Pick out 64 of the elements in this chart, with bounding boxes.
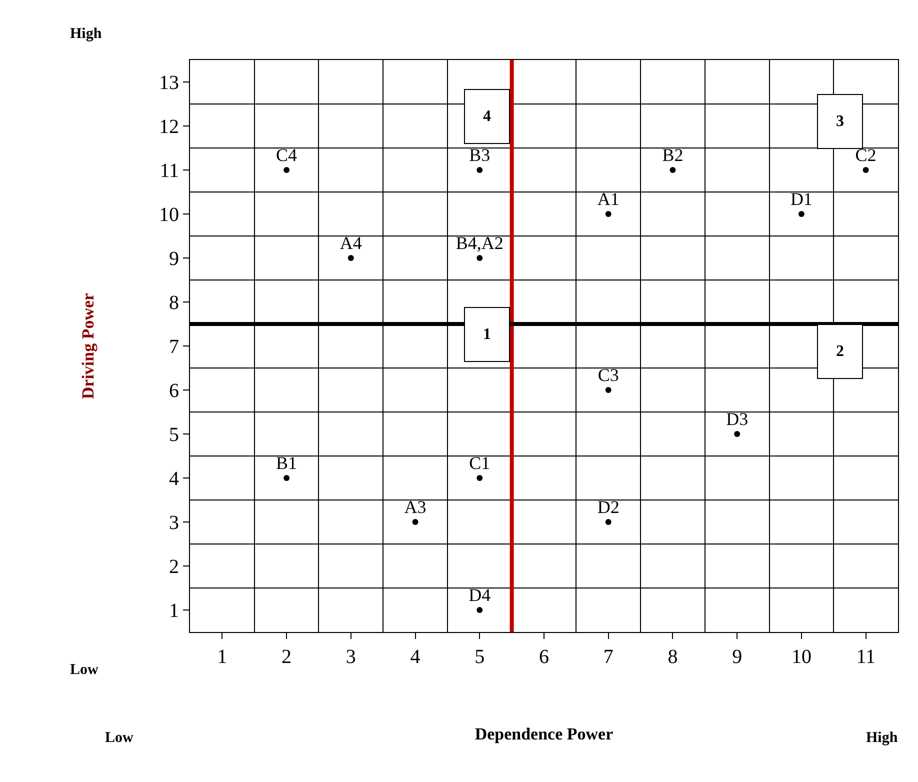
point — [670, 167, 676, 173]
data-label: C1 — [469, 452, 490, 473]
annotation: 3 — [836, 113, 844, 130]
x-tick-label: 2 — [282, 646, 292, 668]
data-label: D2 — [597, 496, 620, 517]
point — [605, 519, 612, 525]
text: High — [866, 730, 898, 746]
x-tick-label: 8 — [668, 646, 678, 668]
data-label: A4 — [340, 232, 362, 253]
x-tick-label: 1 — [217, 646, 228, 668]
x-tick-label: 4 — [410, 646, 420, 668]
point — [862, 167, 869, 173]
data-label: C3 — [598, 364, 619, 385]
y-tick-label: 1 — [169, 600, 179, 622]
point — [605, 387, 612, 393]
y-tick-label: 13 — [159, 72, 179, 94]
y-tick-label: 4 — [169, 468, 179, 490]
point — [798, 211, 804, 217]
data-label: B2 — [662, 144, 684, 165]
annotation: 2 — [836, 343, 844, 360]
data-label: D1 — [790, 188, 812, 209]
y-tick-label: 9 — [169, 248, 179, 270]
y-tick-label: 6 — [169, 380, 179, 402]
point — [605, 211, 612, 217]
x-tick-label: 7 — [603, 646, 614, 668]
x-tick-label: 9 — [732, 646, 742, 668]
data-label: B4,A2 — [456, 232, 504, 253]
point — [412, 519, 418, 525]
y-tick-label: 5 — [169, 424, 179, 446]
x-axis-title: Dependence Power — [474, 724, 614, 744]
y-tick-label: 7 — [169, 336, 179, 358]
data-label: A3 — [404, 496, 426, 517]
x-tick-label: 6 — [539, 646, 549, 668]
x-tick-label: 5 — [474, 646, 485, 668]
x-tick-label: 10 — [791, 646, 812, 668]
y-tick-label: 11 — [160, 160, 179, 182]
data-label: C2 — [855, 144, 876, 165]
point — [284, 475, 290, 481]
data-label: B1 — [276, 452, 298, 473]
text: High — [70, 26, 102, 42]
point — [476, 167, 483, 173]
text: Low — [105, 730, 134, 746]
annotation: 4 — [483, 108, 491, 125]
y-tick-label: 3 — [169, 512, 179, 534]
data-label: B3 — [469, 144, 490, 165]
point — [476, 607, 483, 613]
point — [476, 475, 483, 481]
point — [476, 255, 483, 261]
data-label: D3 — [726, 408, 748, 429]
x-tick-label: 3 — [346, 646, 356, 668]
point — [734, 431, 740, 437]
y-tick-label: 2 — [169, 556, 179, 578]
point — [348, 255, 354, 261]
y-tick-label: 8 — [169, 292, 179, 314]
y-tick-label: 12 — [159, 116, 179, 138]
data-label: A1 — [597, 188, 620, 209]
text: Low — [70, 662, 99, 678]
point — [284, 167, 290, 173]
annotation: 1 — [483, 326, 491, 343]
data-label: C4 — [276, 144, 298, 165]
y-tick-label: 10 — [159, 204, 179, 226]
x-tick-label: 11 — [856, 646, 876, 668]
data-label: D4 — [468, 584, 491, 605]
y-axis-title: Driving Power — [78, 292, 98, 400]
